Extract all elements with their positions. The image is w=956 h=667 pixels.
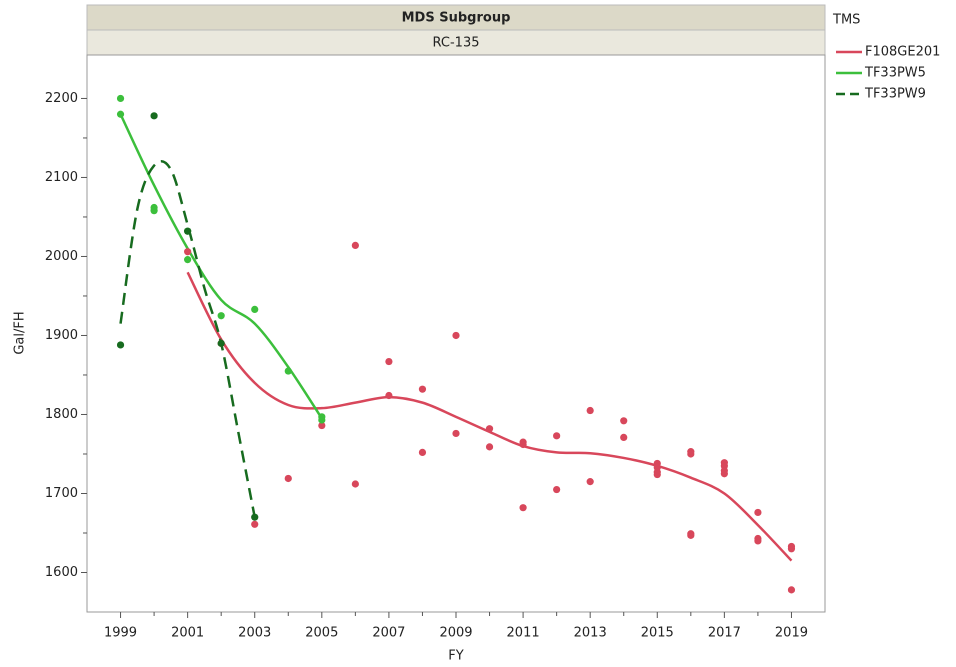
- header: MDS Subgroup: [402, 11, 511, 26]
- point: [184, 256, 192, 264]
- point: [586, 478, 594, 486]
- x-tick-label: 2007: [372, 626, 405, 641]
- y-tick-label: 1700: [45, 486, 78, 501]
- point: [251, 513, 259, 521]
- point: [452, 331, 460, 340]
- x-tick-label: 2019: [775, 626, 808, 641]
- point: [284, 367, 292, 375]
- y-axis-label: Gal/FH: [13, 311, 28, 354]
- point: [787, 545, 796, 553]
- x-tick-label: 2005: [305, 626, 338, 641]
- point: [385, 391, 393, 400]
- x-tick-label: 1999: [104, 626, 137, 641]
- point: [116, 110, 125, 118]
- point: [217, 339, 225, 347]
- point: [754, 537, 762, 545]
- point: [150, 207, 158, 215]
- point: [217, 312, 225, 320]
- point: [184, 248, 192, 256]
- point: [318, 421, 326, 430]
- y-tick-label: 2100: [45, 170, 78, 185]
- point: [754, 508, 762, 517]
- point: [318, 416, 326, 424]
- point: [418, 385, 427, 393]
- x-tick-label: 2015: [641, 626, 674, 641]
- fit-line: [119, 113, 323, 420]
- point: [553, 485, 561, 494]
- legend-label: F108GE201: [865, 45, 940, 60]
- x-tick-label: 2011: [507, 626, 540, 641]
- subheader: RC-135: [433, 36, 480, 51]
- point: [184, 227, 192, 235]
- y-tick-label: 1900: [45, 328, 78, 343]
- point: [418, 448, 427, 457]
- point: [519, 440, 527, 449]
- point: [485, 425, 494, 433]
- header-band: [86, 4, 826, 31]
- legend-label: TF33PW5: [864, 66, 926, 81]
- point: [452, 429, 460, 438]
- point: [116, 94, 125, 103]
- point: [620, 417, 628, 425]
- y-tick-label: 2000: [45, 249, 78, 264]
- point: [720, 470, 728, 478]
- point: [553, 432, 561, 440]
- legend-title: TMS: [832, 13, 860, 28]
- point: [385, 357, 393, 366]
- x-tick-label: 2001: [171, 626, 204, 641]
- y-tick-label: 1600: [45, 565, 78, 580]
- point: [787, 586, 796, 594]
- point: [653, 470, 661, 479]
- x-tick-label: 2017: [708, 626, 741, 641]
- x-tick-label: 2003: [238, 626, 271, 641]
- point: [116, 341, 125, 349]
- point: [150, 112, 158, 120]
- fit-line: [119, 160, 256, 518]
- point: [485, 443, 494, 451]
- point: [620, 433, 628, 441]
- y-tick-label: 2200: [45, 91, 78, 106]
- point: [687, 450, 695, 458]
- point: [519, 504, 527, 512]
- point: [687, 531, 695, 539]
- point: [284, 474, 292, 483]
- legend-label: TF33PW9: [864, 87, 926, 102]
- point: [351, 241, 359, 250]
- x-tick-label: 2013: [574, 626, 607, 641]
- x-tick-label: 2009: [439, 626, 472, 641]
- subheader-band: [86, 29, 826, 56]
- point: [251, 305, 259, 314]
- fit-line: [186, 271, 793, 562]
- point: [251, 520, 259, 528]
- y-tick-label: 1800: [45, 407, 78, 422]
- x-axis-label: FY: [448, 649, 463, 664]
- point: [351, 480, 359, 488]
- point: [586, 406, 594, 415]
